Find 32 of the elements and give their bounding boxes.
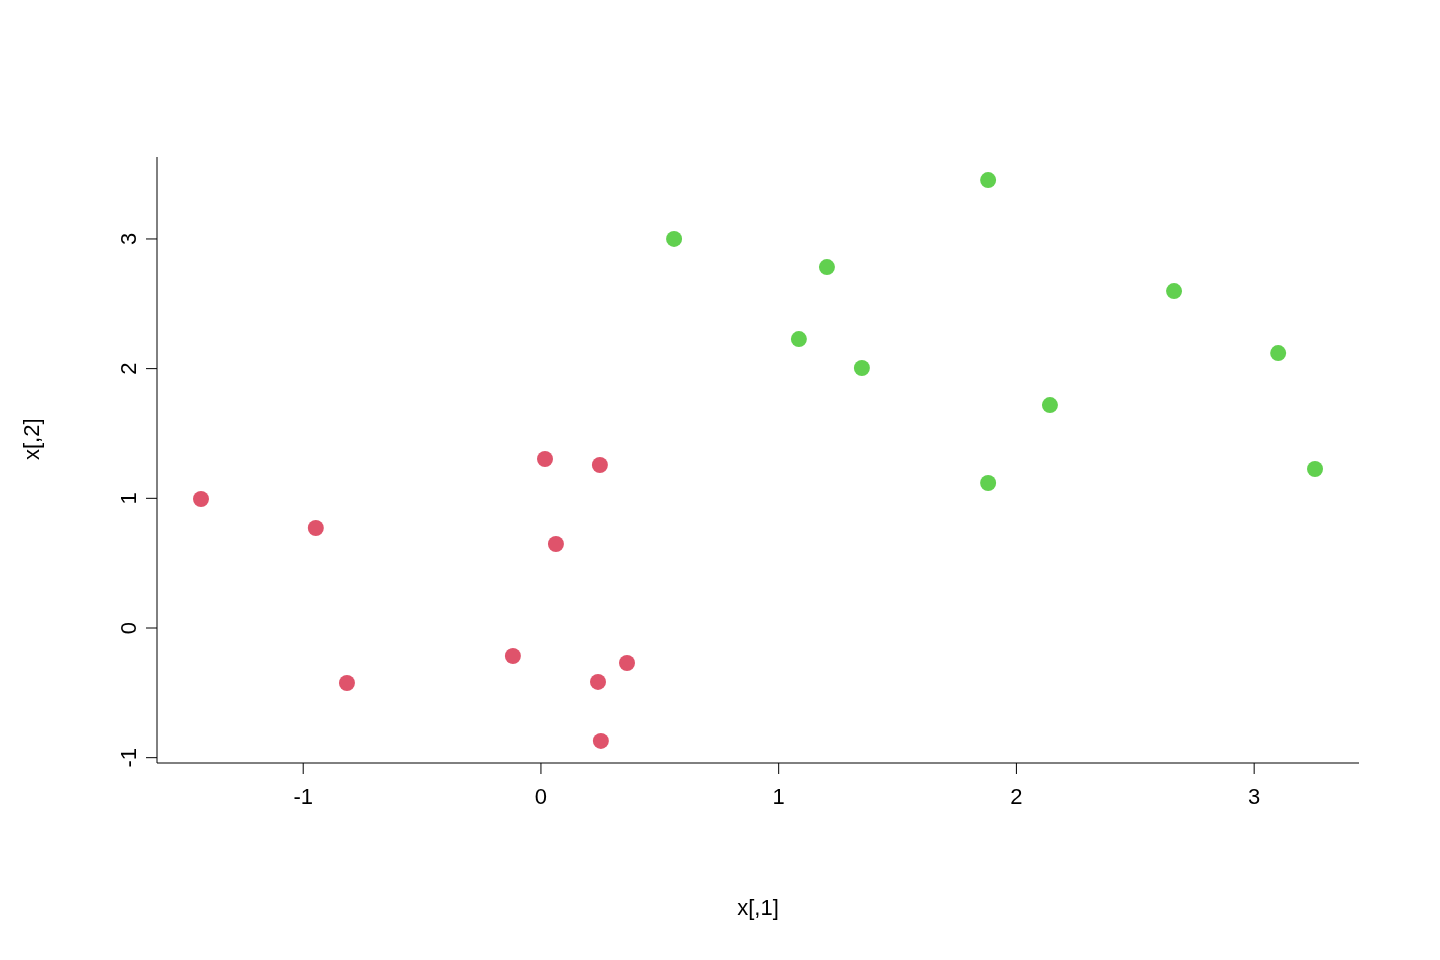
point <box>192 490 209 507</box>
point <box>590 673 606 690</box>
point <box>592 732 609 749</box>
point <box>818 259 835 276</box>
y-tick-label: 0 <box>116 621 141 635</box>
point <box>980 475 997 492</box>
point <box>504 648 521 665</box>
y-axis-title: x[,2] <box>18 418 44 460</box>
point <box>853 359 870 376</box>
y-tick-label: 3 <box>116 232 141 246</box>
point <box>1270 345 1287 362</box>
x-tick-label: 2 <box>1010 783 1023 809</box>
x-tick-label: 1 <box>772 783 785 809</box>
y-tick-label: -1 <box>116 747 141 768</box>
point <box>338 674 355 691</box>
x-axis-title: x[,1] <box>737 895 779 920</box>
point <box>790 331 807 348</box>
x-tick-label: 0 <box>534 783 548 809</box>
point <box>619 655 636 672</box>
point <box>591 456 608 473</box>
point <box>1166 283 1183 300</box>
point <box>980 172 997 189</box>
point <box>547 535 564 552</box>
point <box>307 520 324 537</box>
y-tick-label: 1 <box>116 492 141 505</box>
y-tick-label: 2 <box>116 362 141 375</box>
point <box>536 451 553 468</box>
point <box>1307 461 1324 478</box>
x-tick-label: 3 <box>1248 783 1261 809</box>
point <box>666 230 683 247</box>
point <box>1041 397 1058 414</box>
x-tick-label: -1 <box>293 783 313 809</box>
